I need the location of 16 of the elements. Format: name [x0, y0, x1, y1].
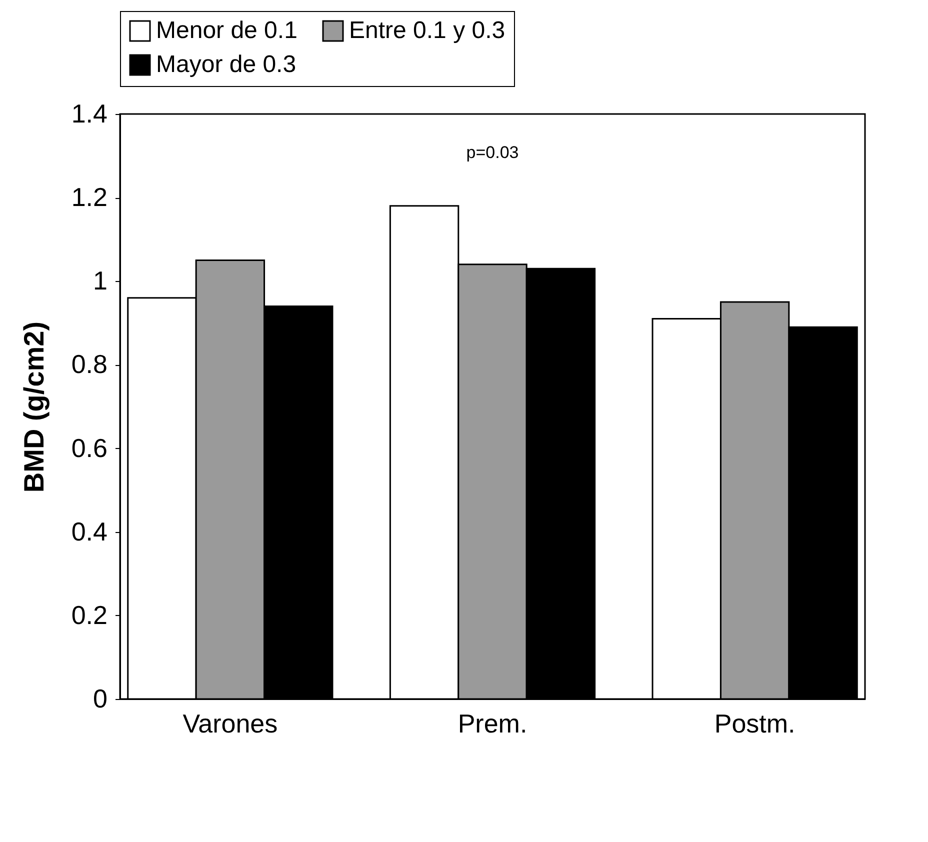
y-tick-label: 0.4: [71, 516, 108, 546]
x-tick-label: Postm.: [714, 708, 796, 738]
x-tick-label: Prem.: [458, 708, 528, 738]
annotation: p=0.03: [466, 143, 519, 162]
y-tick-label: 0.8: [71, 349, 108, 380]
y-tick-label: 1.4: [71, 98, 108, 128]
y-tick-label: 0.2: [71, 600, 108, 630]
legend-label: Mayor de 0.3: [156, 51, 296, 78]
y-axis-title: BMD (g/cm2): [18, 321, 50, 493]
y-tick-label: 1: [93, 266, 108, 296]
y-tick-label: 0.6: [71, 432, 108, 463]
legend-label: Menor de 0.1: [156, 17, 298, 44]
x-tick-label: Varones: [182, 708, 278, 738]
y-tick-label: 1.2: [71, 182, 108, 212]
legend-label: Entre 0.1 y 0.3: [349, 17, 506, 44]
y-tick-label: 0: [93, 684, 108, 714]
